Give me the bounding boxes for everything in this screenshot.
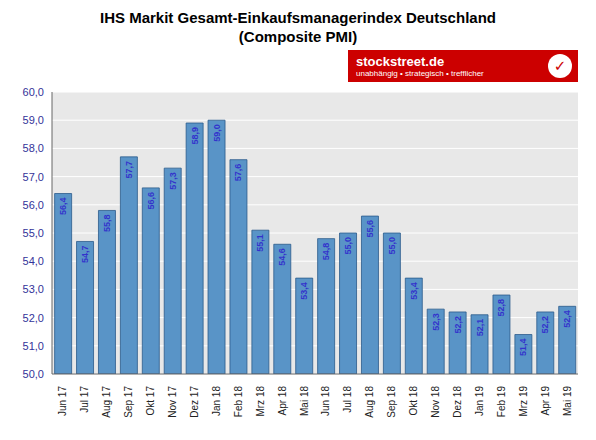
svg-text:57,0: 57,0 [23, 171, 44, 183]
svg-text:53,4: 53,4 [299, 282, 309, 300]
svg-text:54,7: 54,7 [80, 245, 90, 263]
svg-text:51,4: 51,4 [518, 339, 528, 357]
svg-text:54,6: 54,6 [277, 248, 287, 266]
svg-text:Sep 18: Sep 18 [386, 386, 397, 418]
html-text:IHS Markit Gesamt-Einkaufsmana: IHS Markit Gesamt-Einkaufsmanagerindex D… [100, 9, 496, 26]
svg-text:Apr 18: Apr 18 [277, 386, 288, 416]
svg-text:52,2: 52,2 [453, 316, 463, 334]
svg-text:55,1: 55,1 [255, 234, 265, 252]
svg-text:52,1: 52,1 [475, 319, 485, 337]
html-text:(Composite PMI): (Composite PMI) [238, 28, 358, 45]
svg-text:56,6: 56,6 [146, 192, 156, 210]
svg-text:Aug 18: Aug 18 [364, 386, 375, 418]
svg-text:55,8: 55,8 [102, 214, 112, 232]
svg-text:56,0: 56,0 [23, 199, 44, 211]
svg-text:52,8: 52,8 [496, 299, 506, 317]
svg-text:Mrz 19: Mrz 19 [518, 386, 529, 417]
svg-text:Mrz 18: Mrz 18 [255, 386, 266, 417]
svg-text:Aug 17: Aug 17 [101, 386, 112, 418]
svg-text:Mai 18: Mai 18 [299, 386, 310, 416]
svg-text:Dez 18: Dez 18 [452, 386, 463, 418]
svg-text:55,0: 55,0 [387, 237, 397, 255]
svg-text:52,3: 52,3 [431, 313, 441, 331]
svg-text:52,2: 52,2 [540, 316, 550, 334]
svg-text:55,6: 55,6 [365, 220, 375, 238]
html-text:stockstreet.de: stockstreet.de [356, 53, 445, 69]
svg-text:54,8: 54,8 [321, 243, 331, 261]
svg-text:55,0: 55,0 [343, 237, 353, 255]
svg-text:Jul 18: Jul 18 [342, 386, 353, 413]
svg-text:57,7: 57,7 [124, 161, 134, 179]
svg-text:59,0: 59,0 [23, 114, 44, 126]
svg-text:Jan 18: Jan 18 [211, 386, 222, 416]
svg-text:Apr 19: Apr 19 [540, 386, 551, 416]
svg-text:Jun 18: Jun 18 [320, 386, 331, 416]
svg-text:58,9: 58,9 [190, 127, 200, 145]
svg-text:57,3: 57,3 [168, 172, 178, 190]
svg-text:Jun 17: Jun 17 [57, 386, 68, 416]
svg-text:Jan 19: Jan 19 [474, 386, 485, 416]
html-text:unabhängig • strategisch • tre: unabhängig • strategisch • trefflicher [356, 68, 484, 78]
svg-text:Nov 18: Nov 18 [430, 386, 441, 418]
svg-text:52,4: 52,4 [562, 310, 572, 328]
svg-text:58,0: 58,0 [23, 142, 44, 154]
svg-text:59,0: 59,0 [212, 124, 222, 142]
svg-text:Nov 17: Nov 17 [167, 386, 178, 418]
svg-text:Sep 17: Sep 17 [123, 386, 134, 418]
svg-text:Okt 18: Okt 18 [408, 386, 419, 416]
svg-text:Dez 17: Dez 17 [189, 386, 200, 418]
svg-text:53,0: 53,0 [23, 283, 44, 295]
svg-text:51,0: 51,0 [23, 340, 44, 352]
svg-text:56,4: 56,4 [58, 198, 68, 216]
svg-text:50,0: 50,0 [23, 368, 44, 380]
svg-text:54,0: 54,0 [23, 255, 44, 267]
svg-text:Feb 19: Feb 19 [496, 386, 507, 418]
svg-text:Jul 17: Jul 17 [79, 386, 90, 413]
svg-text:Mai 19: Mai 19 [562, 386, 573, 416]
svg-text:Okt 17: Okt 17 [145, 386, 156, 416]
svg-text:52,0: 52,0 [23, 312, 44, 324]
svg-text:55,0: 55,0 [23, 227, 44, 239]
svg-text:53,4: 53,4 [409, 282, 419, 300]
svg-text:60,0: 60,0 [23, 86, 44, 98]
svg-text:Feb 18: Feb 18 [233, 386, 244, 418]
svg-text:57,6: 57,6 [233, 164, 243, 182]
